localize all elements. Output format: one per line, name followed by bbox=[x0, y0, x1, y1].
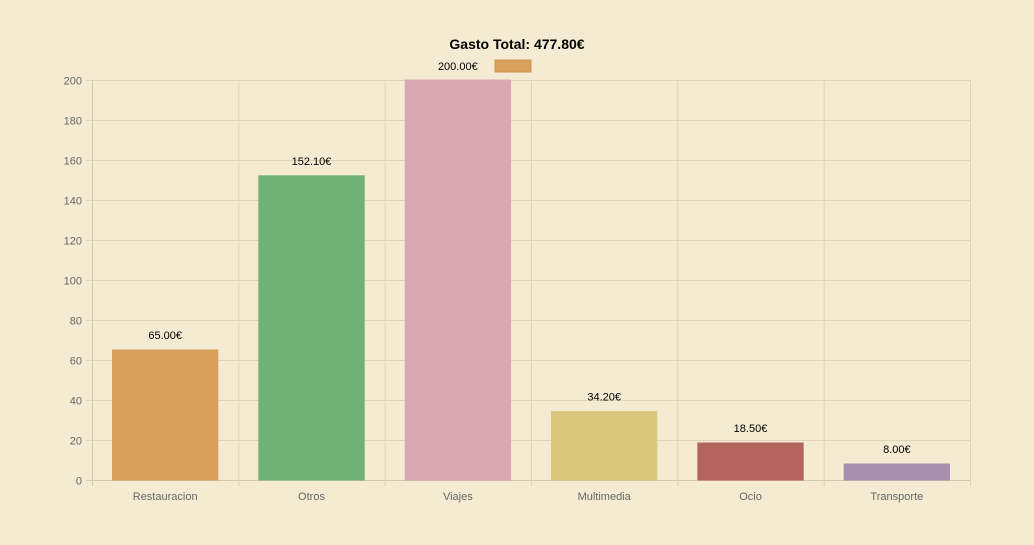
bar-restauracion[interactable] bbox=[111, 349, 219, 481]
bar-value-label: 8.00€ bbox=[883, 444, 911, 456]
bar-value-label: 65.00€ bbox=[148, 330, 182, 342]
legend-swatch[interactable] bbox=[494, 59, 532, 73]
x-tick-label: Restauracion bbox=[133, 491, 198, 503]
axes: 0 20 40 60 80 100 120 140 160 180 200 Restauracion O… bbox=[64, 76, 924, 504]
bar-value-label: 200.00€ bbox=[438, 61, 478, 73]
x-tick-label: Ocio bbox=[739, 491, 762, 503]
bar-otros[interactable] bbox=[258, 175, 365, 481]
x-tick-label: Transporte bbox=[870, 491, 923, 503]
x-tick-label: Viajes bbox=[443, 491, 473, 503]
y-tick-label: 80 bbox=[70, 316, 82, 328]
bar-transporte[interactable] bbox=[843, 463, 951, 481]
y-tick-label: 60 bbox=[70, 356, 82, 368]
data-labels: 65.00€ 152.10€ 200.00€ 34.20€ 18.50€ 8.00€ bbox=[148, 61, 910, 456]
chart-title: Gasto Total: 477.80€ bbox=[449, 36, 584, 52]
bar-value-label: 18.50€ bbox=[734, 423, 768, 435]
y-tick-label: 120 bbox=[64, 236, 82, 248]
y-tick-label: 180 bbox=[64, 116, 82, 128]
grid bbox=[86, 80, 971, 486]
y-tick-label: 40 bbox=[70, 396, 82, 408]
y-tick-label: 0 bbox=[76, 476, 82, 488]
y-tick-label: 20 bbox=[70, 436, 82, 448]
y-tick-label: 100 bbox=[64, 276, 82, 288]
bar-value-label: 152.10€ bbox=[292, 156, 332, 168]
bar-value-label: 34.20€ bbox=[587, 392, 621, 404]
x-tick-label: Otros bbox=[298, 491, 325, 503]
bar-multimedia[interactable] bbox=[550, 411, 658, 481]
y-tick-label: 140 bbox=[64, 196, 82, 208]
y-tick-label: 200 bbox=[64, 76, 82, 88]
bar-viajes[interactable] bbox=[404, 79, 512, 481]
bars bbox=[111, 79, 951, 481]
y-tick-label: 160 bbox=[64, 156, 82, 168]
x-tick-label: Multimedia bbox=[578, 491, 632, 503]
bar-ocio[interactable] bbox=[697, 442, 804, 481]
